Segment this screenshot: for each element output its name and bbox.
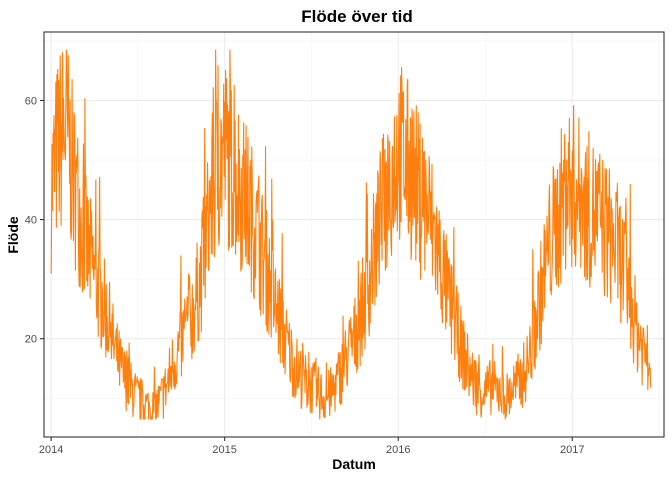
x-tick-label: 2014 [39, 444, 63, 456]
y-tick-label: 20 [25, 334, 37, 346]
x-axis-title: Datum [332, 456, 376, 472]
chart-title: Flöde över tid [301, 7, 412, 26]
x-tick-label: 2016 [386, 444, 410, 456]
x-tick-label: 2015 [212, 444, 236, 456]
y-axis-title: Flöde [5, 216, 21, 254]
x-tick-label: 2017 [560, 444, 584, 456]
plot-panel-border [43, 31, 665, 438]
series-layer [50, 49, 652, 420]
y-tick-label: 40 [25, 215, 37, 227]
x-axis: 2014 2015 2016 2017 [39, 437, 584, 456]
y-tick-label: 60 [25, 95, 37, 107]
series-line-0 [50, 49, 652, 420]
y-axis: 20 40 60 [25, 95, 44, 346]
